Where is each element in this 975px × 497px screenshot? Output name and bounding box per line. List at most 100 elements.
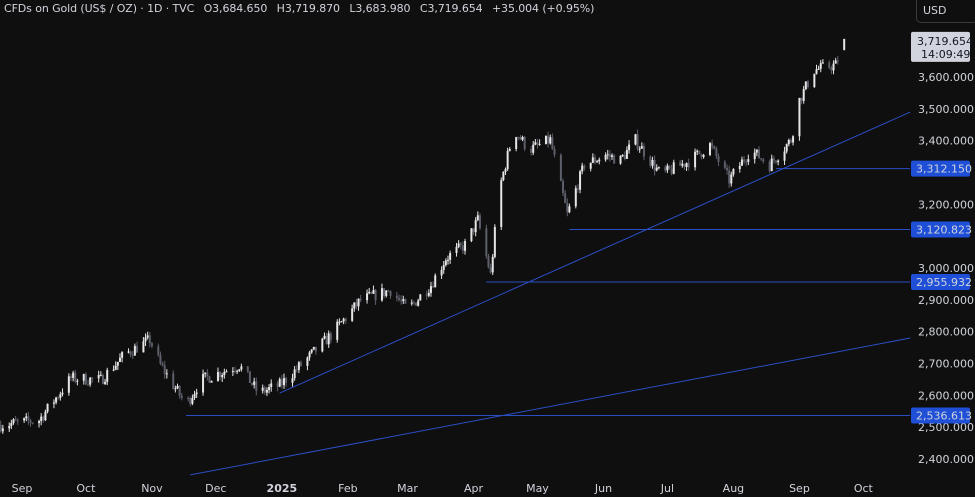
candle-body bbox=[745, 161, 748, 163]
candle-body bbox=[515, 137, 518, 149]
candle-body bbox=[42, 416, 45, 421]
last-price-badge bbox=[911, 31, 970, 62]
level-price-label: 2,955.932 bbox=[916, 276, 972, 289]
candle-body bbox=[285, 378, 288, 383]
candle-body bbox=[444, 260, 447, 266]
candle-body bbox=[723, 161, 726, 168]
candle-body bbox=[293, 369, 296, 379]
candle-body bbox=[374, 290, 377, 301]
symbol-title[interactable]: CFDs on Gold (US$ / OZ) · 1D · TVC bbox=[4, 2, 195, 15]
drawings-layer bbox=[186, 111, 911, 476]
candle-body bbox=[344, 318, 347, 321]
candle-body bbox=[576, 188, 579, 190]
candle-body bbox=[389, 290, 392, 296]
candle-body bbox=[282, 378, 285, 386]
candle-body bbox=[472, 228, 475, 233]
candle-body bbox=[500, 180, 503, 227]
candle-body bbox=[772, 158, 775, 161]
candle-body bbox=[338, 321, 341, 323]
candle-body bbox=[278, 379, 281, 387]
candle-body bbox=[596, 161, 599, 163]
time-tick-label: Apr bbox=[464, 482, 484, 495]
candle-body bbox=[789, 139, 792, 143]
candle-body bbox=[523, 136, 526, 150]
candle-body bbox=[253, 381, 256, 385]
candle-body bbox=[655, 167, 658, 171]
candle-body bbox=[336, 321, 339, 340]
candle-body bbox=[836, 60, 839, 62]
last-price-label: 3,719.654 bbox=[917, 35, 973, 48]
candle-body bbox=[425, 294, 428, 296]
candle-body bbox=[195, 392, 198, 395]
currency-button[interactable]: USD bbox=[916, 0, 975, 23]
time-tick-label: Sep bbox=[789, 482, 810, 495]
candle-body bbox=[476, 215, 479, 221]
candle-body bbox=[91, 377, 94, 379]
candle-body bbox=[87, 384, 90, 386]
candle-body bbox=[404, 299, 407, 304]
candle-body bbox=[121, 352, 124, 358]
candle-body bbox=[551, 137, 554, 149]
candle-body bbox=[708, 143, 711, 155]
candle-body bbox=[579, 171, 582, 190]
candle-body bbox=[163, 365, 166, 375]
candle-body bbox=[159, 355, 162, 364]
candle-body bbox=[16, 420, 19, 422]
candle-body bbox=[747, 159, 750, 162]
candle-body bbox=[325, 335, 328, 345]
candle-body bbox=[172, 373, 175, 389]
candle-body bbox=[657, 167, 660, 169]
candle-body bbox=[668, 165, 671, 169]
candle-body bbox=[114, 365, 117, 370]
candle-body bbox=[251, 383, 254, 385]
candle-body bbox=[504, 169, 507, 172]
time-axis[interactable]: Sep Oct Nov Dec 2025 Feb Mar Apr May Jun Jul Aug Sep… bbox=[12, 482, 874, 495]
candle-body bbox=[581, 165, 584, 172]
candle-body bbox=[219, 372, 222, 378]
candle-body bbox=[385, 290, 388, 296]
candle-body bbox=[628, 144, 631, 150]
candle-body bbox=[798, 97, 801, 137]
candle-body bbox=[783, 151, 786, 161]
candle-body bbox=[568, 206, 571, 213]
candle-body bbox=[150, 343, 153, 347]
candle-body bbox=[400, 299, 403, 302]
candle-body bbox=[380, 288, 383, 301]
candle-body bbox=[216, 372, 219, 381]
candle-body bbox=[280, 379, 283, 386]
candle-body bbox=[372, 290, 375, 294]
candle-body bbox=[625, 149, 628, 159]
candle-body bbox=[25, 416, 28, 419]
candle-body bbox=[263, 387, 266, 393]
candle-body bbox=[804, 81, 807, 90]
candle-body bbox=[38, 421, 41, 424]
candle-body bbox=[136, 345, 139, 353]
candle-body bbox=[395, 295, 398, 298]
candle-body bbox=[598, 159, 601, 162]
time-tick-label: Nov bbox=[141, 482, 163, 495]
level-price-badge bbox=[911, 221, 970, 238]
candle-body bbox=[97, 375, 100, 379]
candle-body bbox=[193, 394, 196, 399]
price-axis[interactable]: 2,400.000 2,500.000 2,600.000 2,700.000 2,80… bbox=[918, 71, 974, 466]
candle-body bbox=[208, 376, 211, 383]
candle-body bbox=[619, 155, 622, 164]
candle-body bbox=[517, 137, 520, 139]
symbol-legend: CFDs on Gold (US$ / OZ) · 1D · TVC O3,68… bbox=[4, 2, 600, 15]
candle-body bbox=[457, 243, 460, 247]
candle-body bbox=[310, 349, 313, 353]
candle-body bbox=[832, 63, 835, 71]
candle-body bbox=[770, 158, 773, 172]
price-tick-label: 2,900.000 bbox=[918, 294, 974, 307]
candle-body bbox=[306, 357, 309, 366]
candle-body bbox=[702, 154, 705, 158]
candle-body bbox=[544, 135, 547, 144]
candle-body bbox=[683, 163, 686, 167]
candle-body bbox=[589, 162, 592, 169]
candle-body bbox=[142, 341, 145, 353]
candle-body bbox=[357, 298, 360, 307]
candle-body bbox=[843, 38, 846, 51]
candle-body bbox=[685, 163, 688, 167]
candle-body bbox=[129, 351, 132, 355]
